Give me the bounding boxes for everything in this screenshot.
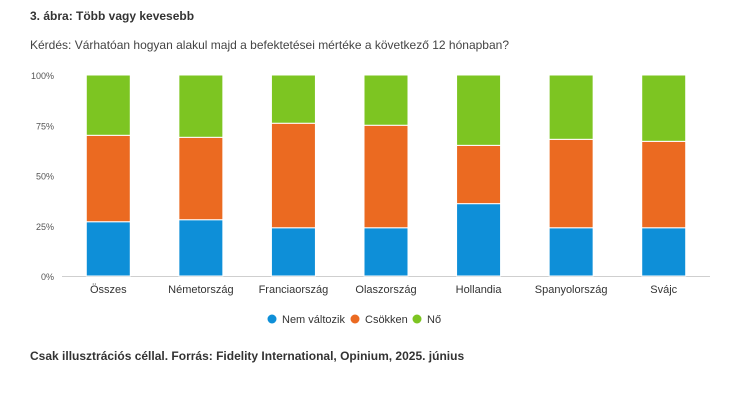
bar-segment	[548, 74, 594, 140]
y-tick-label: 50%	[36, 172, 54, 182]
x-tick-label: Spanyolország	[535, 284, 608, 296]
bar-segment	[641, 74, 687, 142]
bar-segment	[363, 74, 409, 126]
bar-segment	[641, 140, 687, 229]
bar-segment	[548, 138, 594, 229]
bar-segment	[363, 124, 409, 229]
bar-segment	[85, 134, 131, 223]
legend-label: Nő	[427, 314, 441, 326]
bars	[85, 74, 687, 277]
bar-segment	[270, 122, 316, 229]
y-axis: 0% 25% 50% 75% 100%	[31, 71, 710, 282]
x-tick-label: Svájc	[650, 284, 677, 296]
x-tick-label: Németország	[168, 284, 233, 296]
legend-swatch	[350, 314, 360, 324]
x-tick-label: Olaszország	[355, 284, 416, 296]
bar-segment	[548, 227, 594, 277]
x-tick-label: Franciaország	[259, 284, 329, 296]
bar-segment	[85, 74, 131, 136]
bar-segment	[456, 144, 502, 205]
figure-title: 3. ábra: Több vagy kevesebb	[30, 9, 195, 23]
bar-segment	[456, 203, 502, 277]
bar-segment	[270, 74, 316, 124]
bar-segment	[85, 221, 131, 277]
x-tick-label: Összes	[90, 284, 127, 296]
legend-label: Nem változik	[282, 314, 345, 326]
legend: Nem változik Csökken Nő	[267, 314, 441, 326]
source-note: Csak illusztrációs céllal. Forrás: Fidel…	[30, 349, 465, 363]
y-tick-label: 100%	[31, 71, 54, 81]
bar-segment	[456, 74, 502, 146]
x-tick-label: Hollandia	[456, 284, 503, 296]
y-tick-label: 0%	[41, 272, 54, 282]
x-axis-labels: Összes Németország Franciaország Olaszorszá…	[90, 284, 678, 296]
bar-segment	[178, 136, 224, 221]
y-tick-label: 75%	[36, 121, 54, 131]
bar-segment	[178, 74, 224, 138]
y-tick-label: 25%	[36, 222, 54, 232]
bar-segment	[178, 219, 224, 277]
survey-question: Kérdés: Várhatóan hogyan alakul majd a b…	[30, 38, 509, 52]
bar-segment	[270, 227, 316, 277]
bar-segment	[363, 227, 409, 277]
legend-label: Csökken	[365, 314, 408, 326]
stacked-bar-chart: 0% 25% 50% 75% 100% Összes Németország Francia…	[31, 71, 710, 326]
legend-swatch	[267, 314, 277, 324]
bar-segment	[641, 227, 687, 277]
legend-swatch	[412, 314, 422, 324]
